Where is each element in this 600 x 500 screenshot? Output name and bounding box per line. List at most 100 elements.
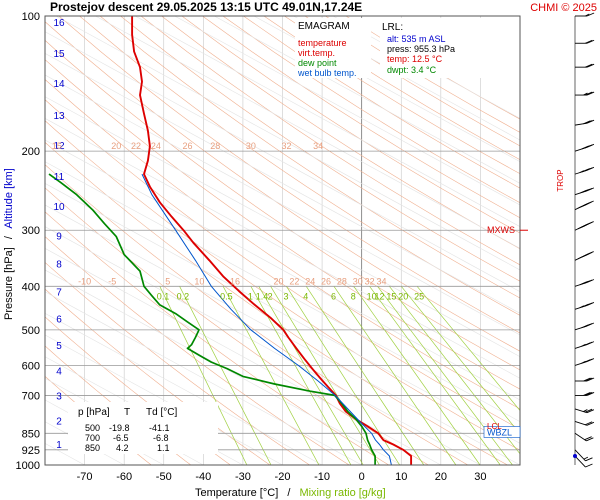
dry-adiabat-line — [222, 16, 520, 204]
mixing-ratio-label: 1.4 — [256, 291, 269, 301]
dry-adiabat-line — [202, 16, 520, 219]
y-axis-title: Pressure [hPa] / Altitude [km] — [3, 168, 15, 320]
mixing-ratio-label: 8 — [351, 291, 356, 301]
table-header-td: Td [°C] — [146, 407, 177, 418]
dry-adiabat-label: 28 — [337, 276, 347, 286]
dry-adiabat-line — [181, 16, 520, 234]
table-cell: 1.1 — [157, 443, 170, 453]
x-axis-title: Temperature [°C] / Mixing ratio [g/kg] — [195, 487, 386, 499]
tropo-marker-label: TROP — [556, 169, 565, 191]
mixing-ratio-label: 20 — [398, 291, 408, 301]
mixing-ratio-line — [333, 286, 457, 465]
y-axis-title-altitude: Altitude [km] — [3, 168, 15, 229]
mixing-ratio-line — [400, 286, 520, 435]
pressure-tick-label: 200 — [22, 146, 40, 158]
mixing-ratio-label: 3 — [283, 291, 288, 301]
svg-text:Pressure [hPa] / A: Pressure [hPa] / Altitude [km] — [3, 168, 15, 320]
guide-line — [45, 74, 520, 336]
wind-barb — [574, 221, 594, 231]
legend-dew-point: dew point — [298, 58, 337, 68]
pressure-tick-label: 850 — [22, 428, 40, 440]
wbzl-marker-label: WBZL — [487, 427, 512, 437]
pressure-tick-label: 925 — [22, 445, 40, 457]
altitude-tick-label: 10 — [53, 202, 65, 213]
wind-barb — [574, 455, 593, 468]
guide-line — [45, 139, 520, 401]
table-cell: -41.1 — [149, 423, 170, 433]
legend-box: EMAGRAM temperature virt.temp. dew point… — [295, 18, 371, 78]
wind-barb — [574, 302, 595, 310]
wind-barb — [575, 39, 595, 44]
guide-line — [45, 161, 520, 423]
lrl-box: LRL: alt: 535 m ASL press: 955.3 hPa tem… — [380, 18, 482, 78]
mixing-ratio-label: 15 — [386, 291, 396, 301]
wind-barb — [574, 166, 595, 175]
guide-line — [55, 16, 520, 271]
table-header-t: T — [124, 407, 130, 418]
dry-adiabat-line — [140, 16, 520, 266]
wind-barb — [575, 91, 595, 96]
pressure-tick-label: 500 — [22, 325, 40, 337]
level-table: p [hPa] T Td [°C] 500 -19.8 -41.1 700 -6… — [68, 402, 218, 454]
table-cell: -19.8 — [109, 423, 130, 433]
mixing-ratio-label: 0.1 — [157, 291, 170, 301]
dry-adiabat-label: 26 — [182, 141, 192, 151]
dry-adiabat-line — [45, 59, 520, 390]
wind-barb — [574, 119, 595, 126]
temperature-tick-label: -50 — [156, 471, 172, 483]
mxws-marker-label: MXWS — [487, 225, 515, 235]
lrl-altitude: alt: 535 m ASL — [387, 34, 446, 44]
temperature-tick-label: 0 — [359, 471, 365, 483]
svg-text:Temperature [°C] /: Temperature [°C] / Mixing ratio [g/kg] — [195, 487, 386, 499]
dry-adiabat-line — [120, 16, 520, 282]
mixing-ratio-line — [353, 286, 481, 465]
wind-barb — [574, 432, 594, 442]
pressure-tick-label: 400 — [22, 281, 40, 293]
dry-adiabat-label: 34 — [376, 276, 386, 286]
altitude-tick-label: 9 — [56, 231, 62, 242]
altitude-tick-label: 13 — [53, 111, 65, 122]
altitude-tick-label: 11 — [54, 172, 65, 183]
wbzl-marker-box — [483, 426, 521, 438]
dry-adiabat-label: 22 — [289, 276, 299, 286]
dry-adiabat-label: 10 — [194, 276, 204, 286]
altitude-tick-label: 6 — [56, 315, 62, 326]
wind-barb — [574, 421, 595, 426]
lrl-pressure: press: 955.3 hPa — [387, 44, 455, 54]
wind-barb — [574, 408, 595, 414]
wind-barb — [574, 143, 595, 152]
altitude-tick-label: 15 — [53, 49, 65, 60]
temperature-tick-label: -70 — [77, 471, 93, 483]
mixing-ratio-label: 1 — [248, 291, 253, 301]
pressure-tick-label: 700 — [22, 390, 40, 402]
dry-adiabat-label: -10 — [78, 276, 91, 286]
altitude-tick-label: 5 — [56, 341, 62, 352]
dry-adiabat-label: 24 — [151, 141, 161, 151]
plot-frame — [44, 15, 521, 466]
copyright-label: CHMI © 2025 — [530, 2, 597, 14]
wind-barb — [574, 449, 593, 462]
x-axis-title-mixing: Mixing ratio [g/kg] — [299, 487, 385, 499]
x-axis-title-sep: / — [287, 487, 291, 499]
temperature-tick-label: 10 — [395, 471, 407, 483]
dry-adiabat-label: 30 — [353, 276, 363, 286]
dry-adiabat-label: 20 — [111, 141, 121, 151]
altitude-tick-label: 1 — [56, 440, 62, 451]
dry-adiabat-label: 22 — [131, 141, 141, 151]
wind-barb — [574, 358, 595, 366]
mixing-ratio-line — [369, 286, 501, 465]
y-axis-title-sep: / — [3, 235, 15, 239]
dry-adiabat-label: 26 — [321, 276, 331, 286]
altitude-tick-label: 2 — [56, 416, 62, 427]
dry-adiabat-label: 15 — [52, 141, 62, 151]
wind-barb — [574, 341, 595, 349]
dry-adiabat-line — [45, 21, 520, 352]
mixing-ratio-line — [305, 286, 425, 465]
dry-adiabat-label: 28 — [210, 141, 220, 151]
dry-adiabat-label: 30 — [246, 141, 256, 151]
wind-barb — [574, 322, 595, 331]
table-cell: 850 — [85, 443, 100, 453]
mixing-ratio-label: 2 — [268, 291, 273, 301]
temperature-tick-label: 20 — [435, 471, 447, 483]
